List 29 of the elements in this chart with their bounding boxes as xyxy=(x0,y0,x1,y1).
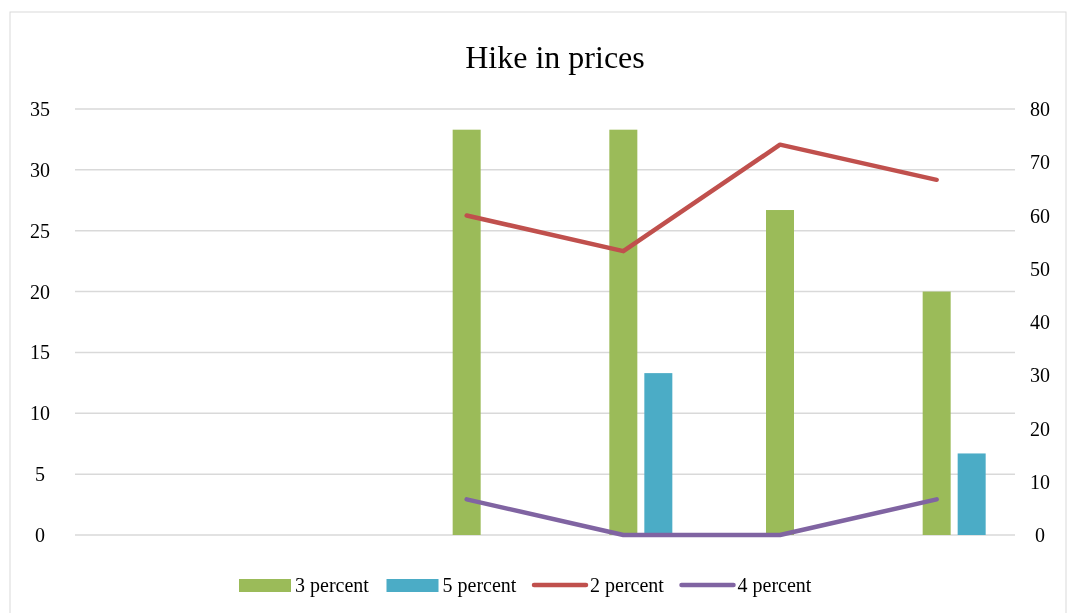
legend-label: 2 percent xyxy=(590,574,665,597)
y-tick-label: 0 xyxy=(35,524,45,546)
legend-label: 4 percent xyxy=(737,574,812,597)
chart-title: Hike in prices xyxy=(465,39,645,75)
bar xyxy=(644,373,673,535)
bar xyxy=(922,291,951,535)
y2-tick-label: 0 xyxy=(1035,524,1045,546)
y2-tick-label: 10 xyxy=(1030,470,1050,493)
legend-label: 5 percent xyxy=(442,574,517,597)
y2-tick-label: 60 xyxy=(1030,204,1050,227)
y-tick-label: 35 xyxy=(30,98,50,120)
bar xyxy=(609,129,638,535)
y-tick-label: 15 xyxy=(30,341,50,364)
y2-tick-label: 80 xyxy=(1030,98,1050,120)
bar xyxy=(957,453,986,535)
y-tick-label: 20 xyxy=(30,280,50,303)
y2-tick-label: 30 xyxy=(1030,364,1050,387)
y-tick-label: 10 xyxy=(30,402,50,425)
y2-tick-label: 40 xyxy=(1030,311,1050,333)
y2-tick-label: 50 xyxy=(1030,257,1050,280)
y2-tick-label: 20 xyxy=(1030,417,1050,440)
y-tick-label: 25 xyxy=(30,219,50,242)
y-tick-label: 5 xyxy=(35,463,45,486)
y2-tick-label: 70 xyxy=(1030,151,1050,174)
y-tick-label: 30 xyxy=(30,158,50,181)
legend-label: 3 percent xyxy=(295,574,370,597)
bar xyxy=(452,129,481,535)
bar xyxy=(766,210,794,535)
line-series xyxy=(464,142,939,254)
